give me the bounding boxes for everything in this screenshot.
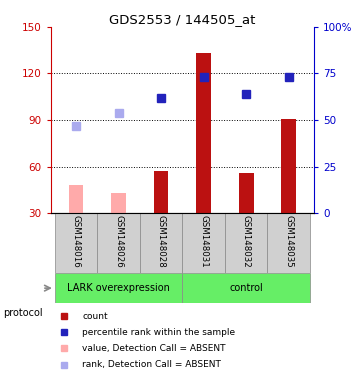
Bar [182, 273, 310, 303]
Text: GSM148035: GSM148035 [284, 215, 293, 268]
Text: control: control [229, 283, 263, 293]
Bar [69, 185, 83, 213]
Text: GSM148032: GSM148032 [242, 215, 251, 268]
Bar [281, 119, 296, 213]
Bar [140, 213, 182, 273]
Bar [239, 173, 253, 213]
Text: percentile rank within the sample: percentile rank within the sample [82, 328, 235, 337]
Title: GDS2553 / 144505_at: GDS2553 / 144505_at [109, 13, 256, 26]
Text: GSM148031: GSM148031 [199, 215, 208, 268]
Bar [267, 213, 310, 273]
Text: rank, Detection Call = ABSENT: rank, Detection Call = ABSENT [82, 360, 221, 369]
Bar [55, 213, 97, 273]
Bar [196, 53, 211, 213]
Text: LARK overexpression: LARK overexpression [67, 283, 170, 293]
Bar [111, 193, 126, 213]
Text: value, Detection Call = ABSENT: value, Detection Call = ABSENT [82, 344, 226, 353]
Bar [225, 213, 267, 273]
Text: GSM148028: GSM148028 [157, 215, 166, 268]
Bar [154, 171, 169, 213]
Bar [97, 213, 140, 273]
Text: protocol: protocol [4, 308, 43, 318]
Bar [182, 213, 225, 273]
Bar [55, 273, 182, 303]
Text: count: count [82, 312, 108, 321]
Text: GSM148016: GSM148016 [71, 215, 81, 268]
Text: GSM148026: GSM148026 [114, 215, 123, 268]
